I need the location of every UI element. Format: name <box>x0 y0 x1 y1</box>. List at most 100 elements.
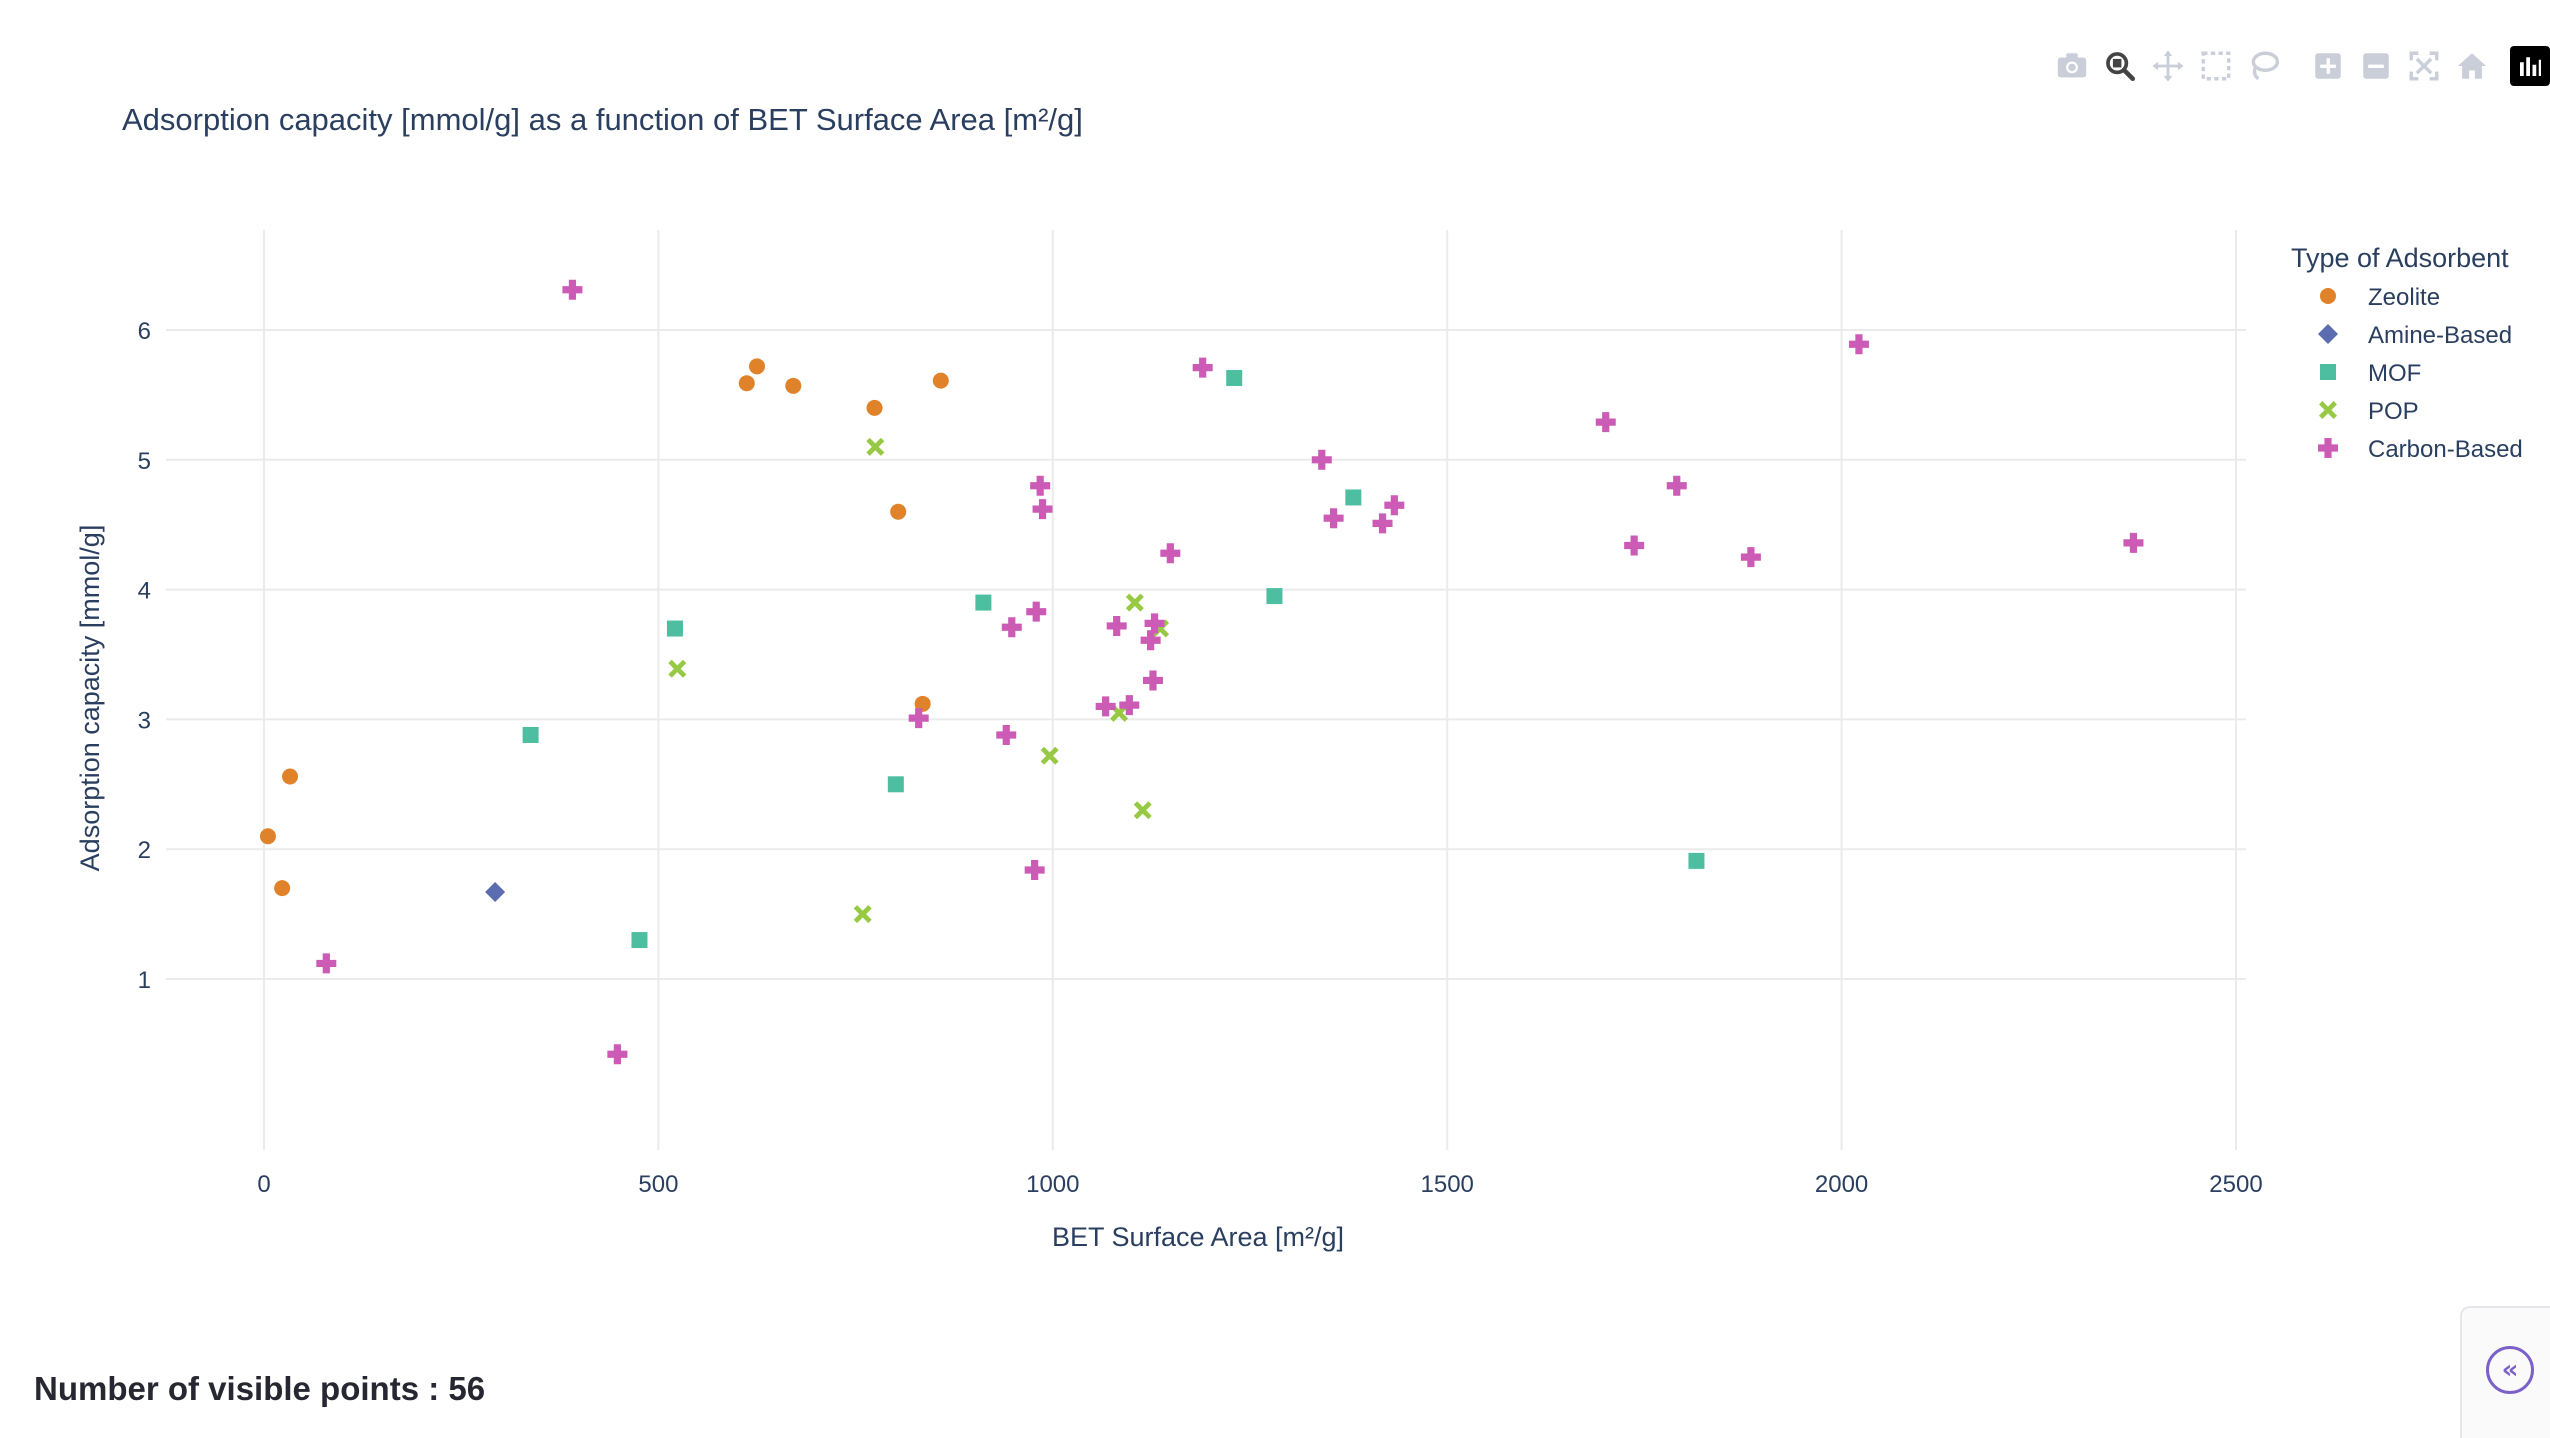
point-zeolite[interactable] <box>259 828 276 845</box>
point-mof[interactable] <box>1266 588 1283 605</box>
data-points[interactable] <box>259 279 2144 1065</box>
point-carbon-based[interactable] <box>1095 696 1116 717</box>
sidebar-toggle-panel: « <box>2460 1306 2550 1438</box>
point-amine-based[interactable] <box>485 882 506 903</box>
point-mof[interactable] <box>522 726 539 743</box>
point-carbon-based[interactable] <box>1624 535 1645 556</box>
point-carbon-based[interactable] <box>1848 334 1869 355</box>
chart-title: Adsorption capacity [mmol/g] as a functi… <box>122 102 1083 137</box>
point-zeolite[interactable] <box>890 503 907 520</box>
plotly-logo-icon[interactable] <box>2510 46 2550 86</box>
point-mof[interactable] <box>631 932 648 949</box>
point-carbon-based[interactable] <box>1142 670 1163 691</box>
point-pop[interactable] <box>1125 593 1144 612</box>
zoom-out-icon[interactable] <box>2354 44 2398 88</box>
point-carbon-based[interactable] <box>1032 499 1053 520</box>
y-axis-title: Adsorption capacity [mmol/g] <box>75 525 105 872</box>
point-carbon-based[interactable] <box>1026 601 1047 622</box>
point-mof[interactable] <box>666 620 683 637</box>
point-mof[interactable] <box>1226 370 1243 387</box>
point-zeolite[interactable] <box>749 358 765 375</box>
point-carbon-based[interactable] <box>607 1044 628 1065</box>
point-pop[interactable] <box>668 659 687 678</box>
legend-item-amine-based[interactable]: Amine-Based <box>2318 322 2512 349</box>
point-zeolite[interactable] <box>282 768 299 785</box>
point-carbon-based[interactable] <box>316 953 337 974</box>
point-zeolite[interactable] <box>274 880 291 897</box>
point-pop[interactable] <box>1133 801 1152 820</box>
y-tick-label: 4 <box>138 578 151 605</box>
legend-label-pop: POP <box>2368 398 2419 425</box>
tick-labels: 0 500 1000 1500 2000 2500 1 2 3 4 5 6 <box>138 318 2263 1198</box>
legend-label-zeolite: Zeolite <box>2368 284 2440 311</box>
point-carbon-based[interactable] <box>2123 532 2144 553</box>
point-carbon-based[interactable] <box>1144 613 1165 634</box>
legend-item-zeolite[interactable]: Zeolite <box>2320 284 2440 311</box>
point-carbon-based[interactable] <box>1384 495 1405 516</box>
legend-title: Type of Adsorbent <box>2291 243 2509 273</box>
point-zeolite[interactable] <box>738 375 755 392</box>
point-mof[interactable] <box>975 594 992 611</box>
zoom-icon[interactable] <box>2098 44 2142 88</box>
point-mof[interactable] <box>1345 489 1362 506</box>
point-carbon-based[interactable] <box>1001 617 1022 638</box>
legend-item-carbon-based[interactable]: Carbon-Based <box>2318 436 2523 463</box>
y-tick-label: 2 <box>138 837 151 864</box>
pan-icon[interactable] <box>2146 44 2190 88</box>
point-mof[interactable] <box>887 776 904 793</box>
lasso-icon[interactable] <box>2242 44 2286 88</box>
legend-label-amine-based: Amine-Based <box>2368 322 2512 349</box>
legend: Type of Adsorbent Zeolite Amine-Based MOF P… <box>2291 243 2523 463</box>
legend-marker-zeolite[interactable] <box>2320 288 2336 304</box>
x-tick-label: 2000 <box>1815 1171 1868 1198</box>
point-carbon-based[interactable] <box>1030 475 1051 496</box>
legend-item-pop[interactable]: POP <box>2319 398 2419 425</box>
legend-marker-carbon-based[interactable] <box>2318 438 2338 458</box>
autoscale-icon[interactable] <box>2402 44 2446 88</box>
box-select-icon[interactable] <box>2194 44 2238 88</box>
point-carbon-based[interactable] <box>1311 449 1332 470</box>
point-mof[interactable] <box>1688 852 1705 869</box>
visible-points-count: Number of visible points : 56 <box>34 1370 486 1407</box>
point-carbon-based[interactable] <box>1372 513 1393 534</box>
point-carbon-based[interactable] <box>562 279 583 300</box>
point-carbon-based[interactable] <box>1119 695 1140 716</box>
x-tick-label: 0 <box>257 1171 270 1198</box>
point-pop[interactable] <box>866 437 885 456</box>
point-zeolite[interactable] <box>914 695 931 712</box>
x-tick-label: 2500 <box>2209 1171 2262 1198</box>
point-carbon-based[interactable] <box>1140 630 1161 651</box>
legend-label-mof: MOF <box>2368 360 2421 387</box>
point-carbon-based[interactable] <box>908 708 929 729</box>
legend-marker-mof[interactable] <box>2320 364 2336 380</box>
chart-toolbar <box>2046 44 2550 88</box>
y-tick-label: 5 <box>138 448 151 475</box>
point-carbon-based[interactable] <box>996 724 1017 745</box>
chevron-double-left-icon[interactable]: « <box>2486 1346 2534 1394</box>
point-carbon-based[interactable] <box>1160 543 1181 564</box>
point-pop[interactable] <box>1040 746 1059 765</box>
y-tick-label: 3 <box>138 707 151 734</box>
point-zeolite[interactable] <box>932 372 949 389</box>
point-pop[interactable] <box>853 905 872 924</box>
point-carbon-based[interactable] <box>1666 475 1687 496</box>
legend-marker-amine-based[interactable] <box>2318 324 2338 344</box>
y-tick-label: 1 <box>138 967 151 994</box>
point-zeolite[interactable] <box>866 399 883 416</box>
point-carbon-based[interactable] <box>1106 615 1127 636</box>
point-carbon-based[interactable] <box>1024 859 1045 880</box>
point-carbon-based[interactable] <box>1192 357 1213 378</box>
x-tick-label: 1000 <box>1026 1171 1079 1198</box>
point-zeolite[interactable] <box>785 377 802 394</box>
point-carbon-based[interactable] <box>1740 547 1761 568</box>
point-carbon-based[interactable] <box>1323 508 1344 529</box>
reset-axes-icon[interactable] <box>2450 44 2494 88</box>
point-carbon-based[interactable] <box>1595 412 1616 433</box>
legend-marker-pop[interactable] <box>2319 401 2337 419</box>
legend-label-carbon-based: Carbon-Based <box>2368 436 2523 463</box>
x-tick-label: 1500 <box>1421 1171 1474 1198</box>
legend-item-mof[interactable]: MOF <box>2320 360 2421 387</box>
camera-icon[interactable] <box>2050 44 2094 88</box>
zoom-in-icon[interactable] <box>2306 44 2350 88</box>
